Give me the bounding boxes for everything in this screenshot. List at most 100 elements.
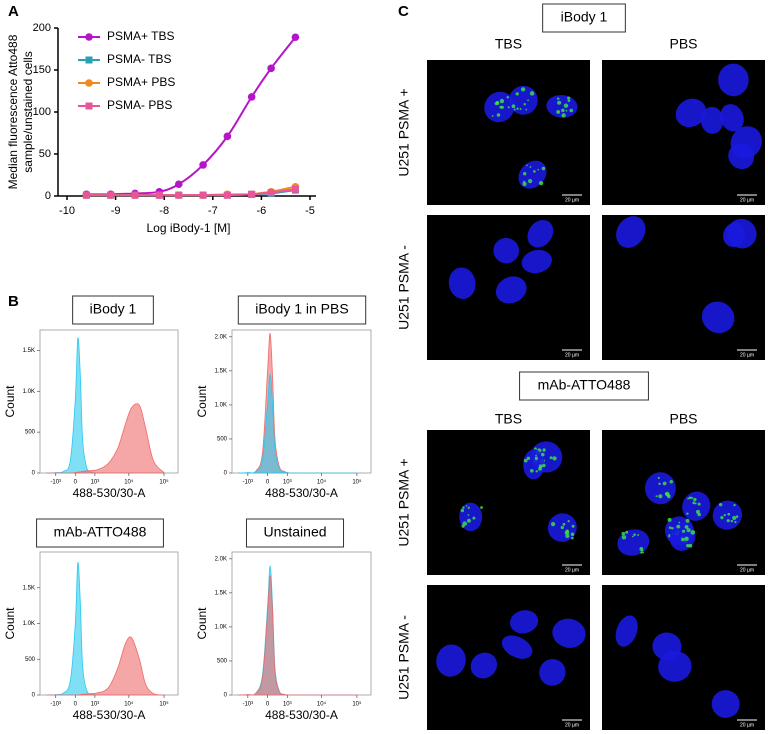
y-axis-label: sample/unstained cells: [21, 51, 35, 172]
y-tick-label: 0: [45, 190, 51, 202]
green-signal: [688, 496, 692, 500]
green-signal: [730, 519, 734, 523]
green-signal: [496, 101, 500, 105]
green-signal: [571, 524, 575, 528]
green-signal: [506, 96, 509, 99]
panel-title: Unstained: [263, 524, 326, 540]
green-signal: [535, 470, 538, 473]
green-signal: [461, 524, 465, 528]
panel-title: mAb-ATTO488: [54, 524, 147, 540]
scale-bar-label: 20 µm: [565, 722, 579, 728]
green-signal: [684, 525, 689, 529]
x-tick-label: -10: [59, 205, 75, 217]
green-signal: [685, 518, 690, 523]
x-tick-label: 10³: [283, 480, 292, 486]
green-signal: [537, 168, 540, 171]
green-signal: [567, 96, 571, 100]
plot-frame: [231, 329, 372, 474]
nucleus: [701, 301, 735, 334]
green-signal: [561, 113, 566, 118]
green-signal: [571, 536, 574, 540]
green-signal: [567, 99, 571, 103]
scale-bar-label: 20 µm: [740, 722, 754, 728]
green-signal: [467, 514, 470, 516]
green-signal: [633, 533, 636, 536]
green-signal: [569, 108, 574, 113]
nucleus: [527, 219, 554, 248]
panel-label: B: [8, 293, 19, 310]
nucleus: [711, 690, 740, 718]
green-signal: [499, 98, 505, 104]
y-tick-label: 1.5K: [23, 585, 35, 591]
green-signal: [735, 515, 739, 518]
marker: [248, 190, 256, 198]
x-tick-label: 10³: [283, 702, 292, 708]
y-axis-label: Median fluorescence Atto488: [6, 34, 20, 189]
x-tick-label: 10⁵: [159, 701, 169, 708]
histogram-area: [46, 403, 165, 474]
x-tick-label: 10⁴: [124, 701, 134, 708]
y-axis-label: Count: [195, 607, 209, 640]
green-signal: [511, 104, 516, 109]
green-signal: [688, 543, 693, 548]
y-tick-label: 500: [217, 437, 228, 443]
green-signal: [530, 469, 534, 473]
legend-label: PSMA+ PBS: [107, 75, 175, 89]
green-signal: [522, 172, 527, 176]
x-tick-label: -10³: [242, 702, 253, 708]
column-label: TBS: [495, 411, 522, 427]
image-background: [427, 60, 590, 205]
green-signal: [565, 534, 570, 539]
green-signal: [533, 170, 536, 173]
scale-bar-label: 20 µm: [740, 567, 754, 573]
scale-bar-label: 20 µm: [565, 567, 579, 573]
green-signal: [538, 466, 542, 471]
nucleus: [470, 652, 498, 679]
row-label: U251 PSMA -: [396, 245, 412, 330]
marker: [267, 64, 275, 73]
marker: [267, 189, 275, 197]
scale-bar-label: 20 µm: [565, 352, 579, 358]
green-signal: [665, 491, 670, 497]
green-signal: [668, 526, 672, 529]
nucleus: [730, 126, 762, 159]
title-box: [519, 371, 649, 401]
green-signal: [465, 505, 468, 507]
green-signal: [640, 551, 643, 554]
x-tick-label: 10⁴: [124, 479, 134, 486]
x-tick-label: 0: [266, 702, 270, 708]
green-signal: [667, 517, 672, 522]
green-signal: [500, 105, 504, 109]
green-signal: [519, 107, 522, 110]
histogram-area: [238, 333, 357, 474]
panel-title: iBody 1 in PBS: [255, 301, 348, 317]
green-signal: [690, 496, 694, 500]
row-label: U251 PSMA +: [396, 458, 412, 546]
green-signal: [681, 529, 686, 533]
green-signal: [678, 521, 681, 524]
green-signal: [516, 107, 519, 110]
green-signal: [681, 537, 685, 542]
x-tick-label: 0: [266, 480, 270, 486]
y-tick-label: 0: [224, 471, 228, 477]
marker: [223, 191, 231, 199]
green-signal: [522, 181, 527, 187]
x-tick-label: 10⁴: [317, 701, 327, 708]
legend-label: PSMA- PBS: [107, 98, 172, 112]
green-signal: [507, 106, 510, 109]
nucleus: [658, 651, 692, 682]
column-label: PBS: [669, 36, 697, 52]
nucleus: [436, 644, 466, 677]
green-signal: [462, 521, 468, 526]
green-signal: [527, 179, 533, 184]
x-axis-label: Log iBody-1 [M]: [146, 221, 230, 235]
green-signal: [534, 456, 539, 461]
x-tick-label: 0: [74, 480, 78, 486]
y-tick-label: 0: [224, 693, 228, 699]
nucleus: [615, 615, 638, 647]
legend-marker: [85, 33, 93, 41]
series-line: [86, 188, 296, 197]
legend-marker: [85, 79, 93, 87]
nucleus: [521, 249, 552, 274]
